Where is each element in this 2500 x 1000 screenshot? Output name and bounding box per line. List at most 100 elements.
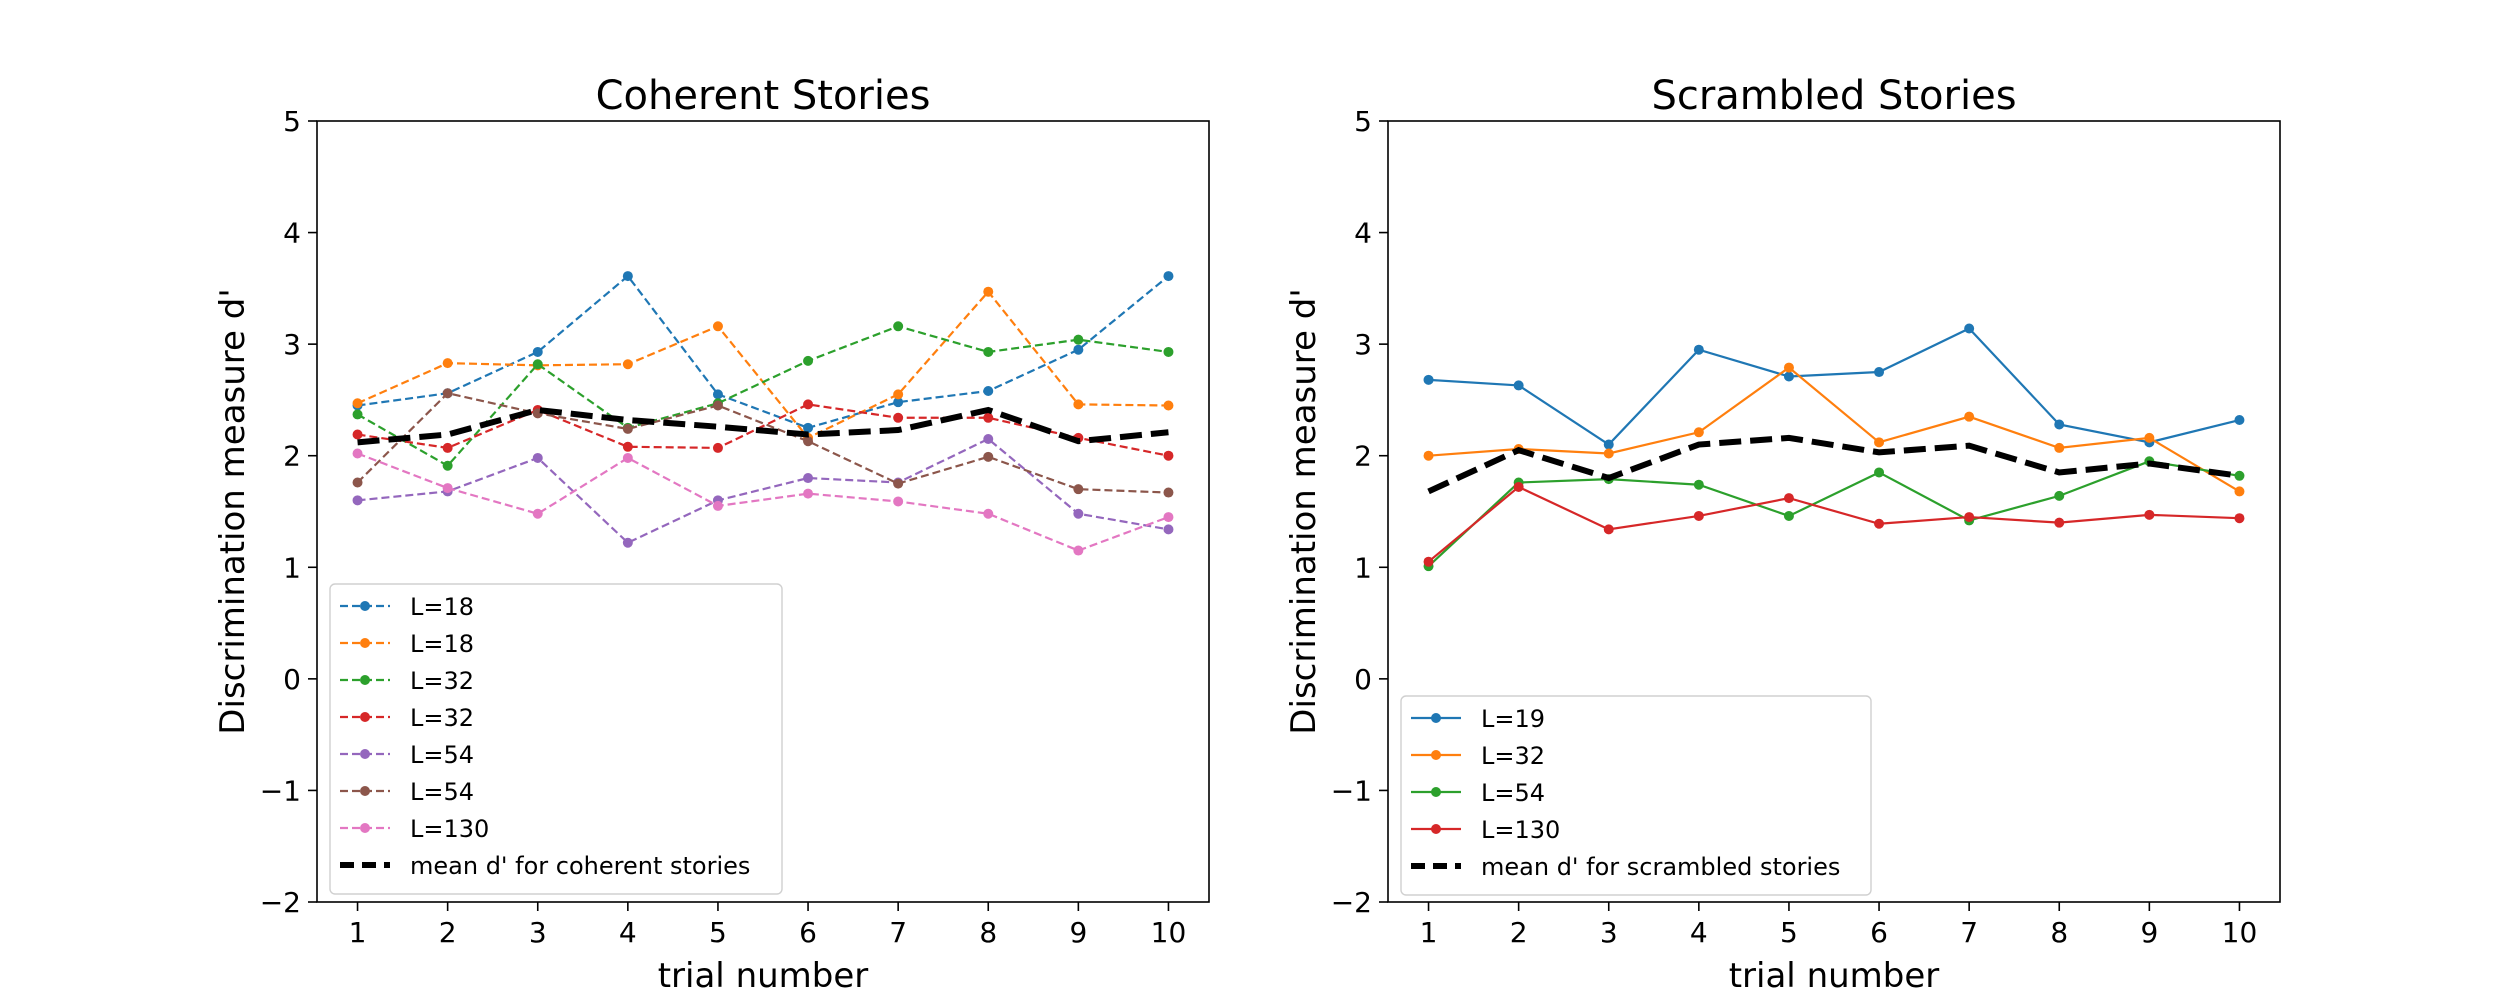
- legend-entry: L=19: [1481, 705, 1545, 733]
- data-point: [1783, 371, 1794, 382]
- legend-entry: L=54: [1481, 779, 1545, 807]
- data-point: [2234, 513, 2245, 524]
- legend-entry: mean d' for scrambled stories: [1481, 853, 1840, 881]
- x-tick-label: 10: [1151, 916, 1187, 949]
- legend-marker: [1431, 750, 1441, 760]
- chart-title: Scrambled Stories: [1651, 73, 2016, 119]
- data-point: [893, 412, 904, 423]
- data-point: [893, 321, 904, 332]
- data-point: [1073, 484, 1084, 495]
- series-line: [357, 325, 1169, 468]
- x-tick-label: 8: [2050, 916, 2068, 949]
- data-point: [2234, 415, 2245, 426]
- legend-marker: [360, 749, 370, 759]
- data-point: [532, 452, 543, 463]
- data-point: [1423, 556, 1434, 567]
- data-point: [1073, 344, 1084, 355]
- data-point: [2234, 486, 2245, 497]
- y-tick-label: 4: [1354, 217, 1372, 250]
- series-line: [1428, 366, 2241, 493]
- y-tick-label: 0: [1354, 663, 1372, 696]
- data-point: [983, 508, 994, 519]
- data-point: [893, 389, 904, 400]
- data-point: [712, 442, 723, 453]
- data-point: [442, 483, 453, 494]
- chart-title: Coherent Stories: [596, 73, 931, 119]
- data-point: [1964, 411, 1975, 422]
- data-point: [622, 537, 633, 548]
- x-tick-label: 7: [1960, 916, 1978, 949]
- data-point: [1073, 399, 1084, 410]
- data-point: [532, 346, 543, 357]
- data-point: [1874, 518, 1885, 529]
- data-point: [983, 346, 994, 357]
- series-7: [357, 406, 1169, 446]
- chart-scrambled-stories: Scrambled Stories 1 2 3 4 5 6 7 8 9 10 −2 −1 0 1 2 3 4 5 tr…: [1284, 73, 2281, 996]
- data-point: [983, 412, 994, 423]
- y-tick-label: 1: [1354, 551, 1372, 584]
- x-tick-label: 6: [1870, 916, 1888, 949]
- data-point: [1603, 448, 1614, 459]
- x-tick-label: 1: [1420, 916, 1438, 949]
- legend-marker: [1431, 824, 1441, 834]
- legend-marker: [360, 638, 370, 648]
- data-point: [532, 359, 543, 370]
- legend-marker: [360, 601, 370, 611]
- y-tick-label: 2: [283, 440, 301, 473]
- data-point: [442, 442, 453, 453]
- y-tick-label: −1: [1331, 774, 1372, 807]
- data-point: [712, 321, 723, 332]
- legend-entry: mean d' for coherent stories: [410, 852, 750, 880]
- data-point: [2144, 509, 2155, 520]
- legend-box: [1400, 695, 1872, 896]
- legend-entry: L=54: [410, 778, 474, 806]
- chart-coherent-stories: Coherent Stories 1 2 3 4 5 6 7 8 9 10 −2 −1 0 1 2 3 4 5 tri…: [213, 73, 1210, 996]
- data-point: [352, 429, 363, 440]
- data-point: [1874, 367, 1885, 378]
- legend-box: [329, 583, 783, 895]
- data-point: [2054, 442, 2065, 453]
- data-point: [1964, 323, 1975, 334]
- x-tick-label: 5: [709, 916, 727, 949]
- data-point: [1693, 479, 1704, 490]
- data-point: [442, 358, 453, 369]
- data-point: [1163, 346, 1174, 357]
- x-tick-label: 10: [2222, 916, 2258, 949]
- data-point: [622, 359, 633, 370]
- x-tick-label: 9: [1069, 916, 1087, 949]
- data-point: [803, 436, 814, 447]
- data-point: [1693, 344, 1704, 355]
- y-tick-label: 5: [283, 105, 301, 138]
- data-point: [1163, 271, 1174, 282]
- data-point: [352, 448, 363, 459]
- data-point: [2234, 470, 2245, 481]
- data-point: [1423, 374, 1434, 385]
- data-point: [2054, 419, 2065, 430]
- x-tick-label: 8: [979, 916, 997, 949]
- data-point: [1874, 467, 1885, 478]
- y-tick-label: 1: [283, 551, 301, 584]
- series-line: [356, 392, 1169, 494]
- data-point: [983, 433, 994, 444]
- plot-frame: [316, 120, 1210, 903]
- legend-marker: [360, 675, 370, 685]
- x-tick-label: 3: [1600, 916, 1618, 949]
- legend-marker: [360, 712, 370, 722]
- data-point: [1513, 481, 1524, 492]
- legend-entry: L=32: [410, 704, 474, 732]
- series-5: [352, 388, 1174, 498]
- data-point: [893, 478, 904, 489]
- data-point: [803, 399, 814, 410]
- data-point: [712, 389, 723, 400]
- legend-marker: [360, 786, 370, 796]
- data-point: [442, 460, 453, 471]
- y-tick-label: 3: [283, 328, 301, 361]
- data-point: [622, 423, 633, 434]
- data-point: [983, 451, 994, 462]
- data-point: [803, 355, 814, 366]
- data-point: [622, 452, 633, 463]
- data-point: [1073, 545, 1084, 556]
- y-tick-label: 5: [1354, 105, 1372, 138]
- data-point: [1163, 450, 1174, 461]
- data-point: [1874, 437, 1885, 448]
